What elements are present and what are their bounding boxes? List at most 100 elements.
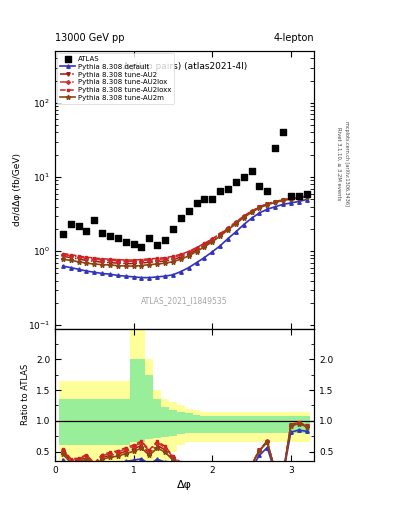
ATLAS [296,192,302,200]
Pythia 8.308 tune-AU2m [281,197,285,203]
Pythia 8.308 tune-AU2loxx [194,244,199,250]
ATLAS [83,227,90,236]
Text: Δφ(lep pairs) (atlas2021-4l): Δφ(lep pairs) (atlas2021-4l) [123,62,247,71]
Pythia 8.308 tune-AU2lox [202,241,207,247]
Text: 13000 GeV pp: 13000 GeV pp [55,33,125,44]
Pythia 8.308 tune-AU2lox [155,257,160,263]
Pythia 8.308 tune-AU2m [226,227,230,233]
Pythia 8.308 tune-AU2lox [241,214,246,220]
ATLAS [170,225,176,233]
Pythia 8.308 tune-AU2 [155,259,160,265]
Pythia 8.308 tune-AU2m [68,258,73,264]
Pythia 8.308 tune-AU2loxx [123,257,128,263]
Pythia 8.308 default [233,229,238,235]
Pythia 8.308 tune-AU2m [163,260,167,266]
Pythia 8.308 tune-AU2lox [194,245,199,251]
Pythia 8.308 default [265,206,270,212]
ATLAS [225,184,231,193]
Pythia 8.308 default [108,271,112,277]
ATLAS [209,195,215,203]
Pythia 8.308 tune-AU2loxx [131,257,136,263]
Pythia 8.308 tune-AU2loxx [233,219,238,225]
Pythia 8.308 tune-AU2lox [218,231,222,238]
Pythia 8.308 tune-AU2m [84,260,89,266]
Pythia 8.308 tune-AU2m [296,195,301,201]
Pythia 8.308 tune-AU2 [163,258,167,264]
Pythia 8.308 tune-AU2 [178,254,183,260]
Pythia 8.308 default [123,273,128,279]
Pythia 8.308 tune-AU2m [273,200,277,206]
Pythia 8.308 tune-AU2loxx [249,208,254,214]
Pythia 8.308 tune-AU2m [218,233,222,239]
Pythia 8.308 tune-AU2lox [304,193,309,199]
Pythia 8.308 tune-AU2lox [249,208,254,215]
Pythia 8.308 tune-AU2m [265,202,270,208]
Pythia 8.308 tune-AU2 [249,209,254,215]
Pythia 8.308 default [68,265,73,271]
Pythia 8.308 default [171,272,175,278]
Pythia 8.308 tune-AU2 [257,204,262,210]
Pythia 8.308 tune-AU2loxx [288,195,293,201]
Pythia 8.308 tune-AU2lox [68,252,73,259]
ATLAS [68,220,74,228]
Line: Pythia 8.308 tune-AU2m: Pythia 8.308 tune-AU2m [61,194,309,268]
ATLAS [99,229,105,237]
Pythia 8.308 tune-AU2 [123,261,128,267]
Pythia 8.308 tune-AU2m [131,263,136,269]
ATLAS [280,129,286,137]
Pythia 8.308 tune-AU2m [241,215,246,221]
Pythia 8.308 tune-AU2loxx [92,255,97,261]
Pythia 8.308 tune-AU2loxx [171,253,175,260]
ATLAS [185,207,192,215]
ATLAS [154,241,160,249]
Pythia 8.308 tune-AU2 [100,259,105,265]
ATLAS [241,173,247,181]
Pythia 8.308 tune-AU2 [92,258,97,264]
Pythia 8.308 tune-AU2 [273,199,277,205]
Pythia 8.308 tune-AU2loxx [84,254,89,260]
Pythia 8.308 tune-AU2loxx [210,236,215,242]
Pythia 8.308 tune-AU2lox [131,258,136,264]
Pythia 8.308 tune-AU2 [296,195,301,201]
ATLAS [303,189,310,198]
ATLAS [248,167,255,175]
Pythia 8.308 tune-AU2loxx [100,255,105,262]
ATLAS [288,192,294,200]
Pythia 8.308 default [100,270,105,276]
Pythia 8.308 tune-AU2loxx [155,255,160,262]
Pythia 8.308 tune-AU2 [194,247,199,253]
Pythia 8.308 tune-AU2m [210,239,215,245]
Pythia 8.308 default [116,272,120,279]
Pythia 8.308 tune-AU2 [241,214,246,220]
Pythia 8.308 tune-AU2loxx [76,253,81,259]
Pythia 8.308 tune-AU2 [147,259,152,265]
Pythia 8.308 tune-AU2m [76,259,81,265]
Pythia 8.308 tune-AU2loxx [226,225,230,231]
Pythia 8.308 default [147,274,152,281]
ATLAS [193,199,200,207]
Pythia 8.308 default [163,273,167,279]
ATLAS [217,187,223,195]
Line: Pythia 8.308 tune-AU2loxx: Pythia 8.308 tune-AU2loxx [61,195,308,262]
ATLAS [256,182,263,190]
ATLAS [123,238,129,246]
Pythia 8.308 tune-AU2m [61,256,65,262]
Pythia 8.308 tune-AU2lox [265,201,270,207]
Pythia 8.308 tune-AU2 [139,260,144,266]
Pythia 8.308 tune-AU2lox [92,256,97,262]
Pythia 8.308 tune-AU2m [186,253,191,259]
Pythia 8.308 tune-AU2loxx [273,199,277,205]
Legend: ATLAS, Pythia 8.308 default, Pythia 8.308 tune-AU2, Pythia 8.308 tune-AU2lox, Py: ATLAS, Pythia 8.308 default, Pythia 8.30… [57,53,174,103]
Pythia 8.308 default [288,200,293,206]
Pythia 8.308 tune-AU2loxx [202,241,207,247]
Pythia 8.308 tune-AU2lox [288,196,293,202]
Pythia 8.308 tune-AU2m [100,262,105,268]
Pythia 8.308 tune-AU2 [210,238,215,244]
Pythia 8.308 tune-AU2m [304,194,309,200]
Y-axis label: Ratio to ATLAS: Ratio to ATLAS [21,364,30,425]
Pythia 8.308 tune-AU2m [116,263,120,269]
Pythia 8.308 tune-AU2 [61,253,65,260]
Pythia 8.308 tune-AU2lox [147,257,152,263]
Pythia 8.308 tune-AU2lox [76,254,81,260]
Pythia 8.308 tune-AU2loxx [108,256,112,262]
